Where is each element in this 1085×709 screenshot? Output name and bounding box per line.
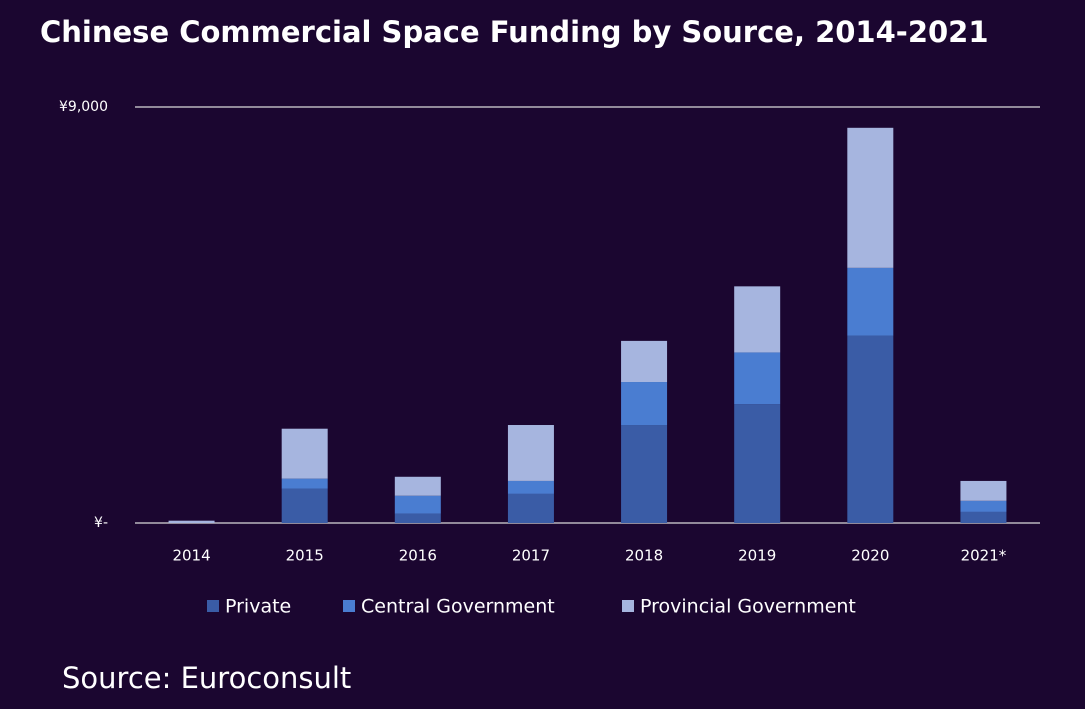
bar-segment <box>394 476 441 496</box>
bar-segment <box>734 404 781 523</box>
bar-segment <box>734 286 781 353</box>
bar-segment <box>960 500 1007 512</box>
legend-label: Provincial Government <box>640 596 856 618</box>
bar-segment <box>281 488 328 523</box>
legend-swatch <box>622 600 634 612</box>
bar-segment <box>394 513 441 523</box>
bar-segment <box>960 511 1007 523</box>
bar-segment <box>621 340 668 383</box>
bar-segment <box>621 382 668 426</box>
x-tick-label: 2021* <box>961 547 1007 565</box>
bar-segment <box>507 493 554 523</box>
x-tick-label: 2016 <box>399 547 437 565</box>
legend-label: Private <box>225 596 291 618</box>
bar-segment <box>847 127 894 268</box>
chart-title: Chinese Commercial Space Funding by Sour… <box>40 15 989 49</box>
x-tick-label: 2017 <box>512 547 550 565</box>
bar-segment <box>281 478 328 489</box>
bar-segment <box>621 425 668 523</box>
y-tick-label: ¥9,000 <box>59 99 108 115</box>
legend-label: Central Government <box>361 596 555 618</box>
bar-segment <box>394 495 441 514</box>
bar-segment <box>847 267 894 336</box>
x-tick-label: 2015 <box>286 547 324 565</box>
x-tick-label: 2018 <box>625 547 663 565</box>
legend-swatch <box>343 600 355 612</box>
bar-segment <box>281 428 328 479</box>
x-tick-label: 2020 <box>851 547 889 565</box>
bar-segment <box>734 352 781 405</box>
bar-segment <box>960 480 1007 501</box>
bar-segment <box>847 335 894 523</box>
bar-segment <box>507 480 554 494</box>
x-tick-label: 2019 <box>738 547 776 565</box>
legend-swatch <box>207 600 219 612</box>
source-note: Source: Euroconsult <box>62 661 351 695</box>
bar-segment <box>507 425 554 481</box>
x-tick-label: 2014 <box>172 547 210 565</box>
y-tick-label: ¥- <box>94 515 108 531</box>
bar-segment <box>168 520 215 523</box>
